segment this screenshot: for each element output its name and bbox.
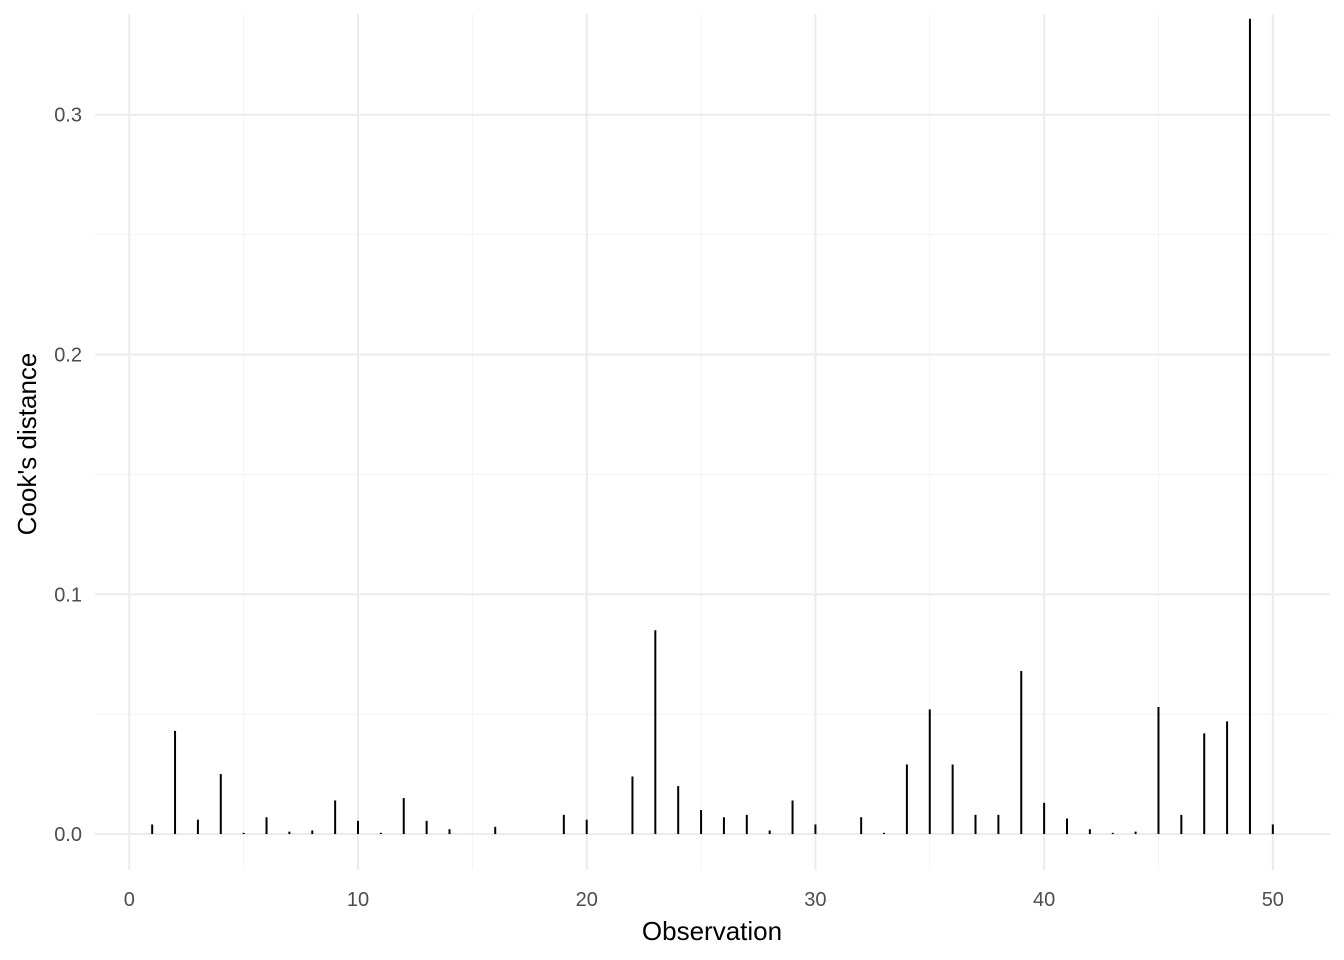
x-tick-label: 30 (804, 889, 826, 911)
bars (151, 18, 1274, 835)
x-tick-label: 0 (124, 889, 135, 911)
y-axis-title: Cook's distance (12, 353, 42, 536)
grid (95, 14, 1330, 870)
x-axis-ticks: 0 10 20 30 40 50 (124, 889, 1284, 911)
y-tick-label: 0.3 (54, 105, 82, 127)
y-tick-label: 0.2 (54, 344, 82, 366)
x-tick-label: 10 (347, 889, 369, 911)
y-tick-label: 0.0 (54, 824, 82, 846)
y-tick-label: 0.1 (54, 584, 82, 606)
x-tick-label: 50 (1262, 889, 1284, 911)
y-axis-ticks: 0.0 0.1 0.2 0.3 (54, 105, 82, 846)
x-tick-label: 20 (576, 889, 598, 911)
x-axis-title: Observation (642, 916, 782, 946)
x-tick-label: 40 (1033, 889, 1055, 911)
